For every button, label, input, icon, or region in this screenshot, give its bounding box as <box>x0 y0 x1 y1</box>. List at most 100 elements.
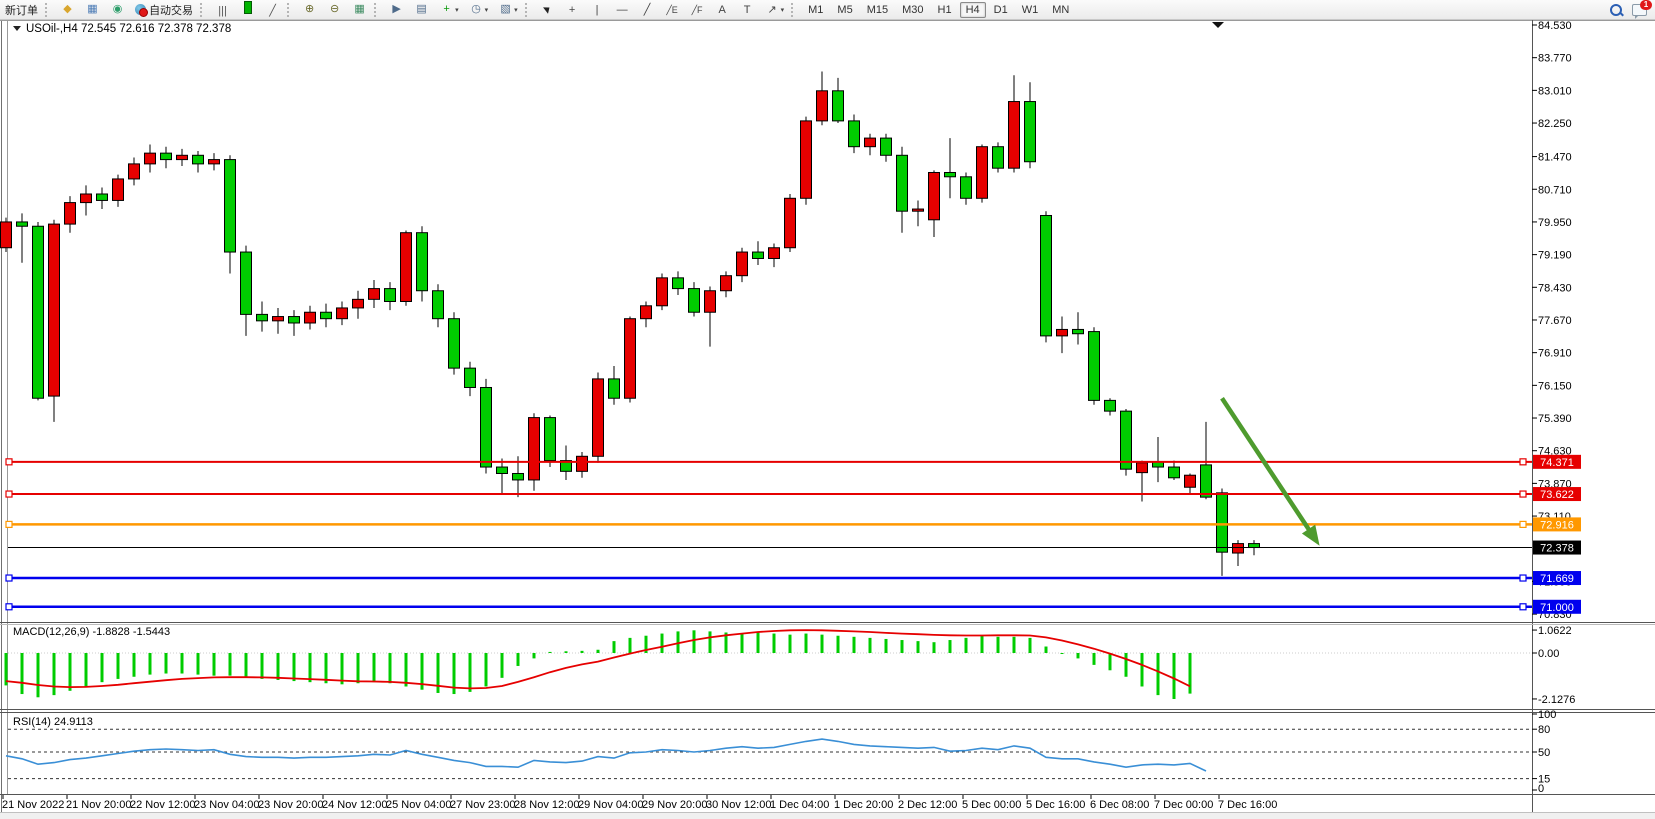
candle-body <box>608 378 620 399</box>
dropdown-caret-icon[interactable]: ▾ <box>455 6 459 14</box>
fibonacci-icon[interactable]: ╱F <box>686 1 709 20</box>
time-tick-label: 1 Dec 04:00 <box>770 799 829 811</box>
price-badge <box>1533 540 1581 555</box>
toolbar-group-timeframes: M1 M5 M15 M30 H1 H4 D1 W1 MN <box>801 1 1076 18</box>
macd-histogram-bar <box>292 653 296 682</box>
toolbar-group-windows: ◆ ▦ ◉ <box>55 0 130 19</box>
line-chart-icon: ╱ <box>269 5 276 17</box>
hline-handle[interactable] <box>1519 603 1527 611</box>
time-tick-label: 29 Nov 20:00 <box>642 799 707 811</box>
macd-histogram-bar <box>260 653 264 679</box>
macd-histogram-bar <box>388 653 392 684</box>
macd-histogram-bar <box>1172 653 1176 700</box>
charts-icon[interactable]: ▦ <box>81 0 104 19</box>
timeframe-button-d1[interactable]: D1 <box>993 3 1008 16</box>
toolbar-group-zoom: ⊕ ⊖ ▦ <box>297 0 372 19</box>
profiles-icon: ◆ <box>63 3 72 15</box>
candle-body <box>640 305 652 320</box>
new-order-button[interactable]: 新订单 <box>5 4 38 17</box>
toolbar-grip <box>200 2 208 17</box>
candlestick-chart-icon[interactable] <box>236 0 259 17</box>
price-tick-label: 83.010 <box>1538 85 1572 97</box>
zoom-out-icon[interactable]: ⊖ <box>323 0 346 19</box>
search-icon[interactable] <box>1610 3 1622 16</box>
timeframe-button-m1[interactable]: M1 <box>808 3 824 16</box>
macd-histogram-bar <box>836 635 840 653</box>
broadcast-icon[interactable]: ◉ <box>106 0 129 19</box>
hline-handle[interactable] <box>1519 574 1527 582</box>
candle-body <box>736 251 748 277</box>
time-tick-label: 7 Dec 00:00 <box>1154 799 1213 811</box>
rsi-axis-label: 100 <box>1538 709 1556 721</box>
data-window-icon[interactable]: ▤ <box>410 0 433 19</box>
hline-handle[interactable] <box>5 490 13 498</box>
navigator-icon[interactable]: ▶ <box>385 0 408 19</box>
tile-windows-icon[interactable]: ▦ <box>348 0 371 19</box>
price-tick-label: 79.950 <box>1538 217 1572 229</box>
line-chart-icon[interactable]: ╱ <box>261 2 284 21</box>
hline-handle[interactable] <box>1519 490 1527 498</box>
text-icon[interactable]: A <box>711 1 734 20</box>
candle-body <box>96 193 108 201</box>
price-tick-label: 82.250 <box>1538 118 1572 130</box>
macd-histogram-bar <box>36 653 40 698</box>
timeframe-button-w1[interactable]: W1 <box>1021 3 1039 16</box>
hline-handle[interactable] <box>5 458 13 466</box>
trendline-icon[interactable]: ╱ <box>636 1 659 20</box>
macd-histogram-bar <box>708 631 712 653</box>
zoom-in-icon[interactable]: ⊕ <box>298 0 321 19</box>
timeframe-button-m30[interactable]: M30 <box>902 3 924 16</box>
equidistant-channel-icon: ╱E <box>666 4 678 15</box>
trend-arrow[interactable] <box>1220 396 1314 536</box>
candle-body <box>448 318 460 369</box>
timeframe-button-h4[interactable]: H4 <box>959 1 986 18</box>
dropdown-caret-icon[interactable]: ▾ <box>780 7 785 15</box>
timeframe-button-mn[interactable]: MN <box>1052 3 1070 16</box>
arrows-icon: ↗ <box>767 3 777 16</box>
macd-histogram-bar <box>52 653 56 696</box>
horizontal-line-icon[interactable]: — <box>611 1 634 20</box>
hlines-layer <box>5 458 1532 611</box>
label-icon[interactable]: T <box>736 1 759 20</box>
dropdown-caret-icon[interactable]: ▾ <box>484 6 489 14</box>
macd-histogram-bar <box>196 653 200 675</box>
timeframe-button-m5[interactable]: M5 <box>837 3 853 16</box>
crosshair-icon[interactable]: + <box>561 1 584 20</box>
period-icon[interactable]: ◷ ▾ <box>465 0 493 19</box>
macd-histogram-bar <box>356 653 360 684</box>
cursor-icon[interactable] <box>536 0 559 18</box>
profiles-icon[interactable]: ◆ <box>56 0 79 19</box>
dropdown-caret-icon[interactable]: ▾ <box>514 6 518 14</box>
candle-body <box>1120 410 1132 470</box>
symbol-dropdown-icon[interactable] <box>13 26 21 31</box>
add-indicator-icon[interactable]: + ▾ <box>435 0 463 19</box>
equidistant-channel-icon[interactable]: ╱E <box>661 1 684 20</box>
notifications-icon[interactable]: 1 <box>1632 0 1652 19</box>
candle-body <box>672 277 684 290</box>
hline-handle[interactable] <box>1519 520 1527 529</box>
notification-badge: 1 <box>1640 0 1652 10</box>
arrows-icon[interactable]: ↗ ▾ <box>761 1 789 20</box>
time-tick-label: 6 Dec 08:00 <box>1090 799 1149 811</box>
hline-handle[interactable] <box>5 603 13 611</box>
trend-arrow-head[interactable] <box>1301 524 1320 546</box>
hline-handle[interactable] <box>1519 458 1527 466</box>
candle-body <box>688 288 700 313</box>
hline-handle[interactable] <box>5 520 13 529</box>
candle-body <box>928 171 940 221</box>
timeframe-button-h1[interactable]: H1 <box>937 3 952 16</box>
cursor-icon <box>540 1 555 16</box>
zoom-out-icon: ⊖ <box>329 3 340 15</box>
vertical-line-icon[interactable]: | <box>586 1 609 20</box>
hline-handle[interactable] <box>5 574 13 582</box>
autotrading-button[interactable]: 自动交易 <box>131 0 197 19</box>
autotrading-icon <box>135 4 148 17</box>
bar-chart-icon[interactable]: ||| <box>211 2 234 21</box>
chart-shift-marker[interactable] <box>1212 22 1224 28</box>
macd-histogram-bar <box>148 653 152 675</box>
price-tick-label: 77.670 <box>1538 315 1572 327</box>
template-icon[interactable]: ▧ ▾ <box>494 0 522 19</box>
timeframe-button-m15[interactable]: M15 <box>866 3 889 16</box>
